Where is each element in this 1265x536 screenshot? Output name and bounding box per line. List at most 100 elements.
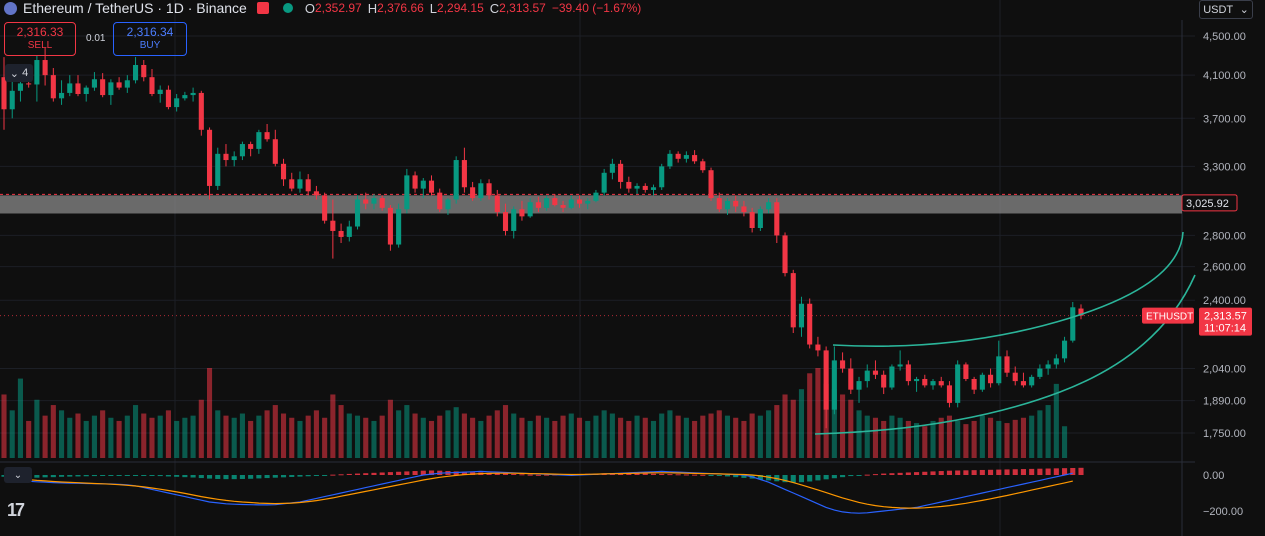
volume-bar <box>626 420 632 458</box>
candle <box>486 179 492 200</box>
candle <box>897 350 903 371</box>
candle-body <box>420 180 426 189</box>
candle <box>815 336 821 357</box>
oscillator-tick-label: −200.00 <box>1203 506 1243 518</box>
candle-body <box>716 198 722 210</box>
volume-bar <box>396 410 402 458</box>
histogram-bar <box>872 474 879 476</box>
histogram-bar <box>716 475 722 476</box>
candle-body <box>486 183 492 196</box>
histogram-bar <box>354 473 361 475</box>
volume-bar <box>223 415 229 458</box>
symbol-title[interactable]: Ethereum / TetherUS · 1D · Binance <box>23 0 247 16</box>
histogram-bar <box>280 475 287 478</box>
histogram-bar <box>544 474 550 476</box>
candle <box>733 195 739 213</box>
histogram-bar <box>1045 468 1051 475</box>
candle <box>667 150 673 169</box>
candle <box>289 172 295 192</box>
oscillator-tick-label: 0.00 <box>1203 470 1224 482</box>
candle <box>42 47 48 86</box>
candle <box>946 381 953 408</box>
histogram-bar <box>1029 468 1035 475</box>
volume-bar <box>922 426 928 458</box>
volume-bar <box>881 420 887 458</box>
volume-bar <box>248 420 254 458</box>
candle <box>914 376 920 392</box>
volume-bar <box>634 415 640 458</box>
candle-body <box>26 83 32 85</box>
candle-body <box>445 199 451 210</box>
candle-body <box>116 82 122 88</box>
volume-bar <box>412 413 418 458</box>
candle <box>971 376 977 395</box>
volume-bar <box>206 368 213 458</box>
candle-body <box>766 202 772 210</box>
volume-bar <box>897 417 903 458</box>
candle <box>511 206 517 239</box>
candle-body <box>206 129 213 186</box>
candle-body <box>848 368 854 390</box>
candle-body <box>815 344 821 351</box>
spread-value: 0.01 <box>86 33 106 44</box>
histogram-bar <box>305 475 311 477</box>
volume-bar <box>42 415 48 458</box>
y-axis-tick-label: 2,600.00 <box>1203 262 1246 274</box>
candle <box>659 163 665 190</box>
histogram-bar <box>396 471 402 475</box>
candle <box>141 60 147 82</box>
candle <box>675 151 681 163</box>
histogram-bar <box>322 475 328 476</box>
volume-bar <box>182 417 188 458</box>
volume-bar <box>593 415 599 458</box>
volume-bar <box>17 378 23 458</box>
currency-select[interactable]: USDT ⌄ <box>1199 0 1253 19</box>
oscillator-toggle-button[interactable]: ⌄ <box>4 467 32 483</box>
candle <box>840 352 846 373</box>
volume-bar <box>692 420 698 458</box>
candle <box>774 198 780 244</box>
candle-body <box>404 175 410 210</box>
channel-lower-line <box>814 274 1196 435</box>
candle <box>223 144 229 167</box>
candle-body <box>198 92 204 130</box>
histogram-bar <box>996 469 1002 475</box>
candle-body <box>264 132 270 140</box>
buy-label: BUY <box>139 40 161 51</box>
candle-body <box>823 350 829 410</box>
volume-bar <box>280 413 287 458</box>
sell-button[interactable]: 2,316.33 SELL <box>4 22 76 56</box>
candle <box>354 195 361 230</box>
candle <box>988 368 994 388</box>
volume-bar <box>141 413 147 458</box>
candle <box>544 195 550 211</box>
candle-body <box>856 381 862 390</box>
candle <box>634 183 640 195</box>
volume-bar <box>667 410 673 458</box>
volume-bar <box>26 420 32 458</box>
flag-icon[interactable] <box>256 2 269 14</box>
candle-body <box>585 200 591 204</box>
y-axis-tick-label: 2,800.00 <box>1203 230 1246 242</box>
candle-body <box>387 207 393 245</box>
candle <box>831 346 837 415</box>
last-price-value: 2,313.57 <box>1204 311 1247 323</box>
candle <box>100 73 106 98</box>
candle <box>782 232 788 277</box>
volume-bar <box>256 415 262 458</box>
candle <box>708 167 714 201</box>
candle-body <box>914 378 920 382</box>
candle-body <box>798 303 805 328</box>
candle <box>922 374 928 388</box>
market-status-icon[interactable] <box>282 3 293 13</box>
histogram-bar <box>91 475 97 477</box>
histogram-bar <box>149 475 155 476</box>
buy-button[interactable]: 2,316.34 BUY <box>113 22 187 56</box>
histogram-bar <box>790 475 796 483</box>
candle-body <box>667 153 673 167</box>
volume-bar <box>889 415 895 458</box>
volume-bar <box>461 413 467 458</box>
volume-bar <box>988 417 994 458</box>
indicators-toggle-button[interactable]: ⌄ 4 <box>5 64 33 82</box>
